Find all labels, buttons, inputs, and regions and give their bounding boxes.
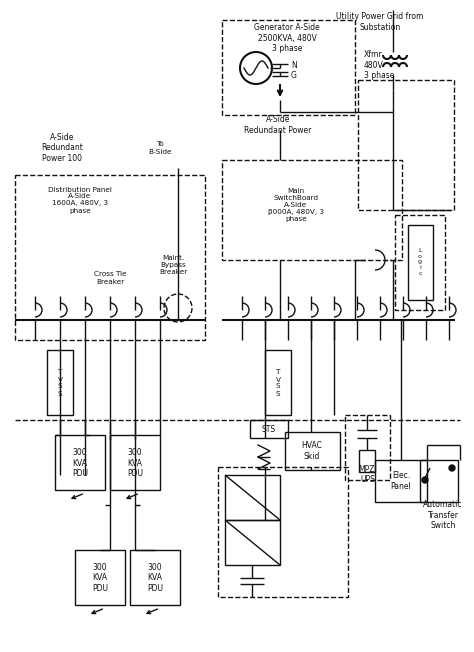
Bar — [225, 520, 280, 565]
Bar — [222, 160, 402, 260]
Bar — [345, 415, 390, 480]
Bar — [222, 20, 355, 115]
Text: L
o
g
i
c: L o g i c — [418, 248, 422, 276]
Bar — [75, 550, 125, 605]
Bar — [359, 450, 375, 472]
Text: HVAC
Skid: HVAC Skid — [301, 441, 322, 461]
Bar — [358, 80, 454, 210]
Text: Generator A-Side
2500KVA, 480V
3 phase: Generator A-Side 2500KVA, 480V 3 phase — [254, 23, 320, 53]
Text: STS: STS — [262, 424, 276, 434]
Text: 300
KVA
PDU: 300 KVA PDU — [92, 563, 108, 593]
Text: 300
KVA
PDU: 300 KVA PDU — [127, 448, 143, 478]
Text: A-Side
Redundant
Power 100: A-Side Redundant Power 100 — [41, 133, 83, 163]
Text: Distribution Panel
A-Side
1600A, 480V, 3
phase: Distribution Panel A-Side 1600A, 480V, 3… — [48, 186, 112, 213]
Text: Main
SwitchBoard
A-Side
β000A, 480V, 3
phase: Main SwitchBoard A-Side β000A, 480V, 3 p… — [268, 188, 324, 222]
Text: Utility Power Grid from
Substation: Utility Power Grid from Substation — [337, 12, 424, 32]
Bar — [130, 550, 180, 605]
Text: Automatic
Transfer
Switch: Automatic Transfer Switch — [423, 500, 463, 530]
Text: Xfmr
480V
3 phase: Xfmr 480V 3 phase — [364, 50, 394, 80]
Text: N: N — [291, 61, 297, 70]
Bar — [110, 435, 160, 490]
Bar — [225, 475, 280, 520]
Text: 300
KVA
PDU: 300 KVA PDU — [72, 448, 88, 478]
Text: UPS: UPS — [360, 475, 375, 484]
Bar — [250, 420, 288, 438]
Text: Elec.
Panel: Elec. Panel — [391, 471, 411, 491]
Bar — [408, 225, 433, 300]
Circle shape — [422, 477, 428, 483]
Circle shape — [449, 465, 455, 471]
Text: T
V
S
S: T V S S — [57, 370, 63, 396]
Text: 300
KVA
PDU: 300 KVA PDU — [147, 563, 163, 593]
Text: MPZ: MPZ — [359, 466, 375, 475]
Text: Maint.
Bypass
Breaker: Maint. Bypass Breaker — [159, 255, 187, 275]
Bar — [15, 175, 205, 340]
Bar — [395, 215, 445, 310]
Text: A-Side
Redundant Power: A-Side Redundant Power — [244, 115, 312, 135]
Bar — [420, 460, 458, 502]
Bar — [47, 350, 73, 415]
Bar — [218, 467, 348, 597]
Bar — [55, 435, 105, 490]
Bar — [265, 350, 291, 415]
Text: T
V
S
S: T V S S — [275, 370, 281, 396]
Text: To
B-Side: To B-Side — [148, 141, 172, 155]
Text: Cross Tie
Breaker: Cross Tie Breaker — [94, 271, 126, 284]
Bar — [375, 460, 427, 502]
Text: G: G — [291, 70, 297, 80]
Bar — [285, 432, 340, 470]
